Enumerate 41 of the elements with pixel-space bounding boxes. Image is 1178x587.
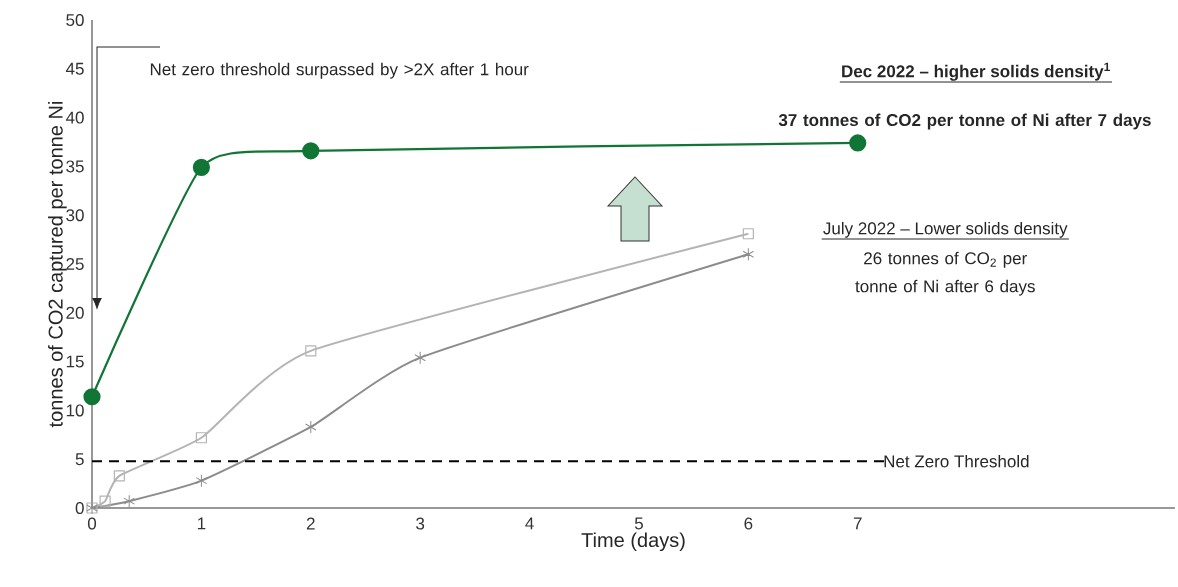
point (192, 158, 210, 176)
point (302, 142, 320, 160)
y-tick-label: 10 (66, 404, 84, 417)
point (742, 228, 754, 240)
x-tick-label: 0 (87, 517, 97, 530)
y-tick-label: 40 (65, 111, 84, 124)
point (83, 388, 101, 406)
point (849, 134, 867, 152)
y-tick-label: 5 (75, 453, 84, 466)
ref-line-label: Net Zero Threshold (884, 454, 1029, 468)
y-tick-label: 50 (66, 13, 84, 27)
y-tick-label: 15 (66, 355, 84, 368)
point (195, 474, 208, 488)
x-tick-label: 7 (853, 517, 862, 530)
y-tick-label: 30 (66, 209, 84, 222)
point (123, 494, 135, 508)
y-axis-title: tonnes of CO2 captured per tonne Ni (48, 101, 67, 428)
x-tick-label: 3 (416, 517, 425, 530)
y-tick-label: 20 (66, 306, 84, 319)
x-axis-title: Time (days) (581, 532, 685, 552)
point (99, 495, 111, 507)
annotation: 37 tonnes of CO2 per tonne of Ni after 7 days (778, 113, 1151, 130)
y-tick-label: 25 (66, 257, 84, 271)
annotation: Net zero threshold surpassed by >2X after 1 hour (150, 62, 529, 79)
y-tick-label: 45 (65, 62, 84, 75)
x-tick-label: 5 (634, 517, 643, 530)
annotation: Dec 2022 – higher solids density$^{1}$ (842, 62, 1110, 81)
point (305, 420, 317, 434)
x-tick-label: 1 (197, 517, 206, 530)
x-tick-label: 4 (525, 517, 534, 530)
y-tick-label: 35 (66, 160, 84, 173)
x-tick-label: 6 (744, 517, 753, 530)
point (113, 470, 125, 482)
annotation: July 2022 – Lower solids density (823, 221, 1068, 238)
point (195, 432, 207, 444)
annotation: 26 tonnes of CO$_{2}$ per tonne of Ni after 6 days (855, 251, 1035, 296)
point (414, 351, 426, 365)
x-tick-label: 2 (306, 517, 315, 530)
y-tick-label: 0 (75, 501, 84, 515)
point (742, 247, 755, 261)
point (305, 345, 317, 357)
